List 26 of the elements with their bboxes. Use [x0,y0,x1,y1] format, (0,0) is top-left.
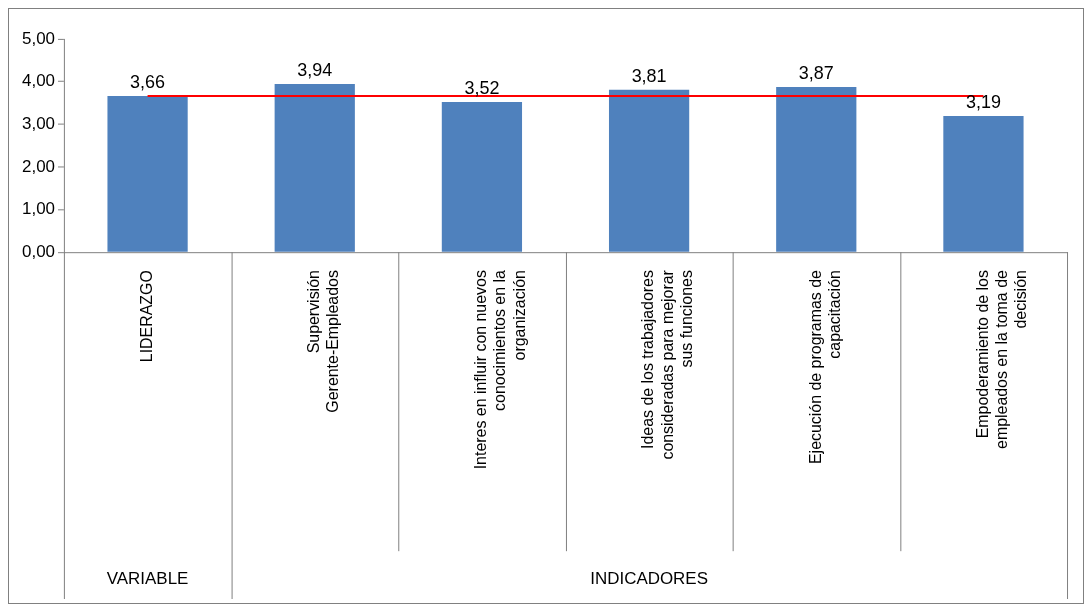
text: VARIABLE [106,568,189,588]
data-label: 3,66 [130,72,166,93]
x-tick-label: Ejecución de programas de capacitación [806,270,843,465]
bar [943,116,1024,252]
data-label: 3,52 [464,78,500,99]
data-label: 3,19 [965,92,1001,113]
bar [107,96,188,252]
data-label: 3,81 [631,65,667,86]
x-tick-label: LIDERAZGO [137,270,155,363]
bar [441,102,523,252]
y-tick-label: 3,00 [22,113,55,133]
text: INDICADORES [590,568,708,588]
bar [274,84,355,252]
y-tick-label: 4,00 [22,71,55,91]
data-label: 3,87 [798,63,834,84]
x-tick-label: Interes en influir con nuevos conocimientos en la organización [472,270,528,470]
y-tick-label: 1,00 [22,199,55,219]
bar [776,87,857,252]
y-tick-label: 5,00 [22,28,55,48]
x-tick-label: Supervisión Gerente-Empleados [305,270,342,413]
data-label: 3,94 [297,60,333,81]
x-tick-label: Ideas de los trabajadores consideradas para mejorar sus funciones [639,269,695,460]
bar [608,89,690,252]
y-tick-label: 0,00 [22,241,55,261]
y-tick-label: 2,00 [22,156,55,176]
x-tick-label: Empoderamiento de los empleados en la toma de decisión [973,270,1030,449]
